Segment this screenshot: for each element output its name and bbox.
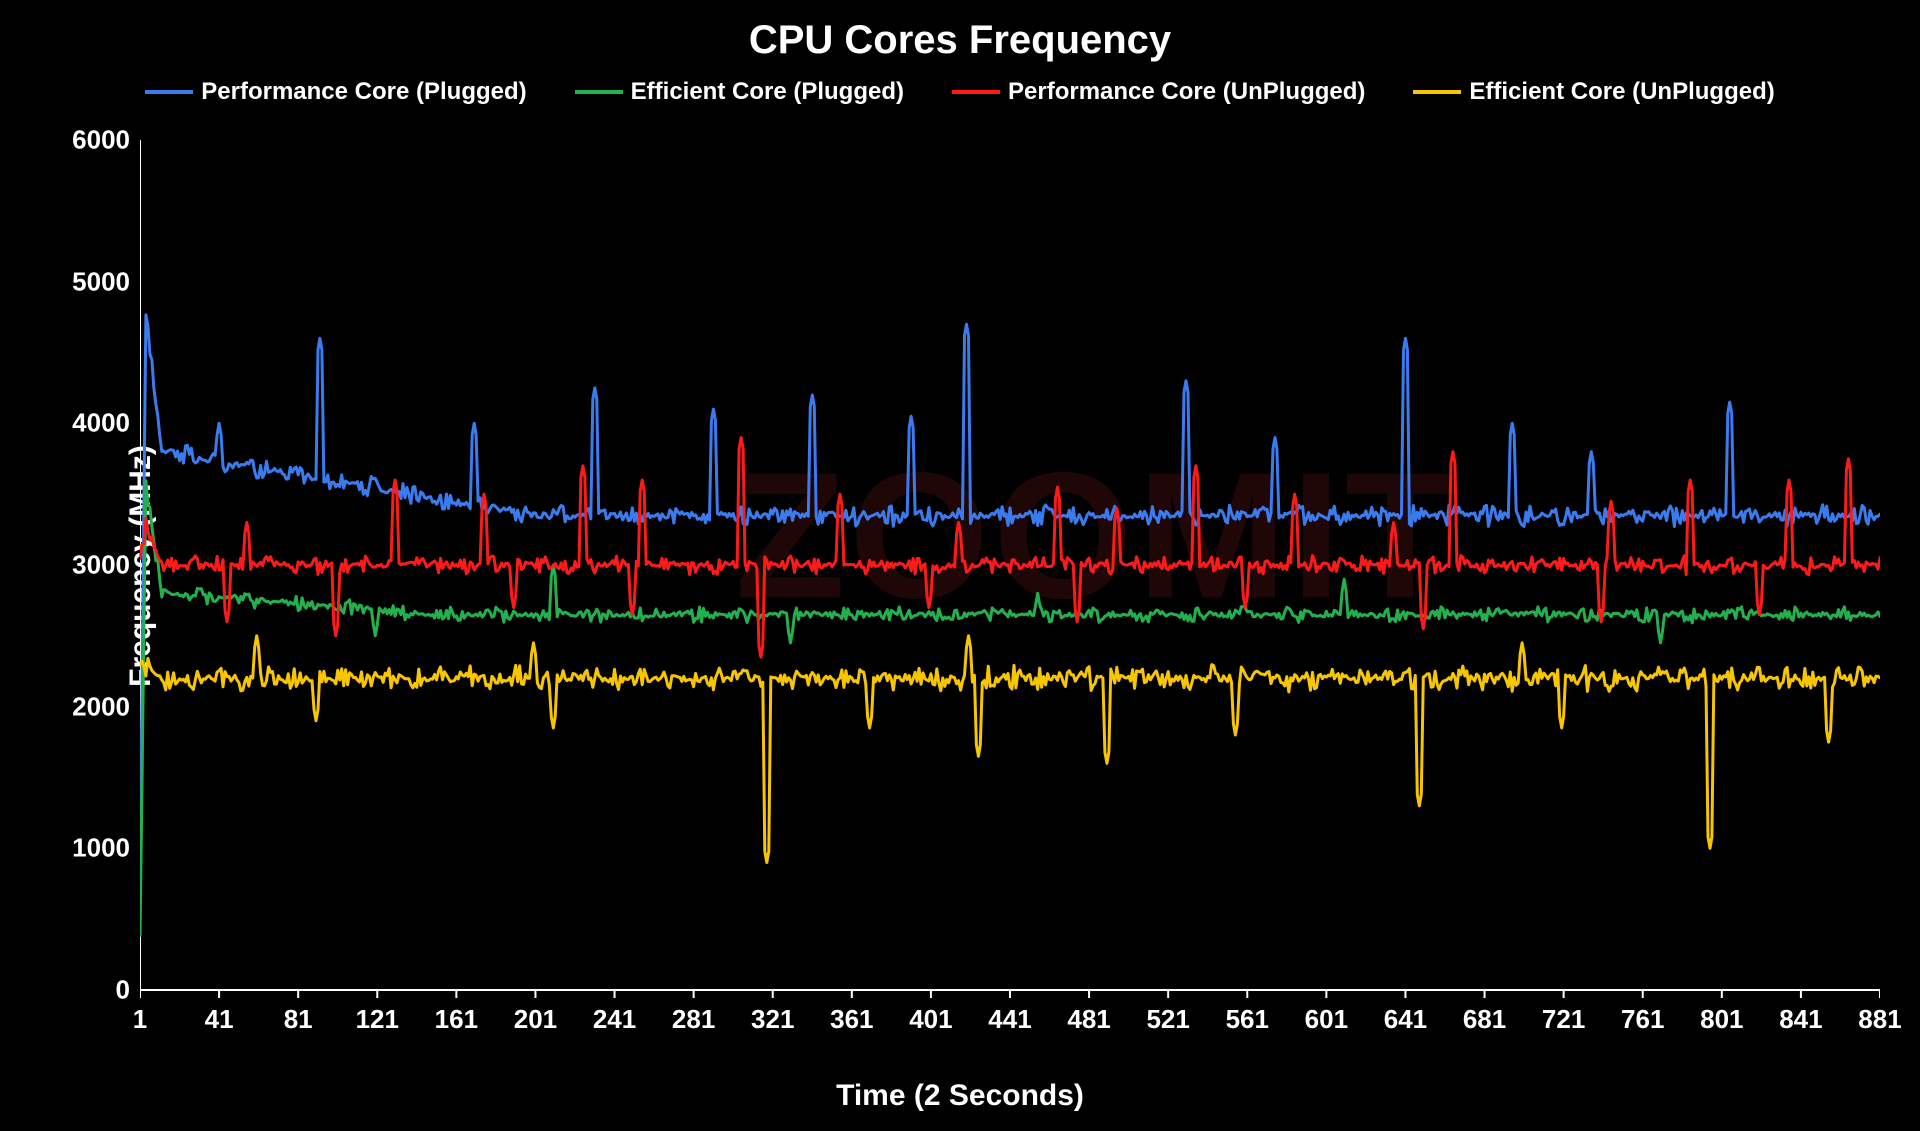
xtick-label: 241 (593, 1004, 636, 1035)
series-line (140, 636, 1880, 863)
ytick-label: 6000 (50, 125, 130, 156)
xtick-label: 281 (672, 1004, 715, 1035)
xtick-label: 681 (1463, 1004, 1506, 1035)
ytick-label: 0 (50, 975, 130, 1006)
xtick-label: 721 (1542, 1004, 1585, 1035)
xtick-label: 1 (133, 1004, 147, 1035)
ytick-label: 1000 (50, 833, 130, 864)
xtick-label: 441 (988, 1004, 1031, 1035)
xtick-label: 801 (1700, 1004, 1743, 1035)
xtick-label: 161 (435, 1004, 478, 1035)
xtick-label: 361 (830, 1004, 873, 1035)
ytick-label: 5000 (50, 266, 130, 297)
chart-title: CPU Cores Frequency (0, 18, 1920, 63)
xtick-label: 321 (751, 1004, 794, 1035)
legend-item: Performance Core (UnPlugged) (952, 78, 1365, 106)
ytick-label: 4000 (50, 408, 130, 439)
series-line (140, 481, 1880, 936)
xtick-label: 481 (1067, 1004, 1110, 1035)
legend-label: Performance Core (UnPlugged) (1008, 78, 1365, 106)
xtick-label: 761 (1621, 1004, 1664, 1035)
legend-label: Efficient Core (Plugged) (631, 78, 904, 106)
x-axis-label: Time (2 Seconds) (0, 1079, 1920, 1113)
xtick-label: 41 (205, 1004, 234, 1035)
legend-item: Performance Core (Plugged) (145, 78, 526, 106)
xtick-label: 561 (1226, 1004, 1269, 1035)
xtick-label: 201 (514, 1004, 557, 1035)
xtick-label: 81 (284, 1004, 313, 1035)
xtick-label: 401 (909, 1004, 952, 1035)
xtick-label: 121 (356, 1004, 399, 1035)
legend-label: Performance Core (Plugged) (201, 78, 526, 106)
chart-svg (140, 140, 1880, 1040)
xtick-label: 521 (1146, 1004, 1189, 1035)
plot-area (140, 140, 1880, 1040)
legend-swatch (1413, 90, 1461, 94)
series-line (140, 438, 1880, 658)
series-line (140, 315, 1880, 880)
ytick-label: 3000 (50, 550, 130, 581)
chart-container: CPU Cores Frequency Performance Core (Pl… (0, 0, 1920, 1131)
legend-swatch (145, 90, 193, 94)
ytick-label: 2000 (50, 691, 130, 722)
xtick-label: 601 (1305, 1004, 1348, 1035)
xtick-label: 881 (1858, 1004, 1901, 1035)
legend-label: Efficient Core (UnPlugged) (1469, 78, 1774, 106)
legend: Performance Core (Plugged) Efficient Core… (0, 78, 1920, 106)
legend-swatch (952, 90, 1000, 94)
xtick-label: 841 (1779, 1004, 1822, 1035)
legend-item: Efficient Core (Plugged) (575, 78, 904, 106)
xtick-label: 641 (1384, 1004, 1427, 1035)
legend-item: Efficient Core (UnPlugged) (1413, 78, 1774, 106)
legend-swatch (575, 90, 623, 94)
